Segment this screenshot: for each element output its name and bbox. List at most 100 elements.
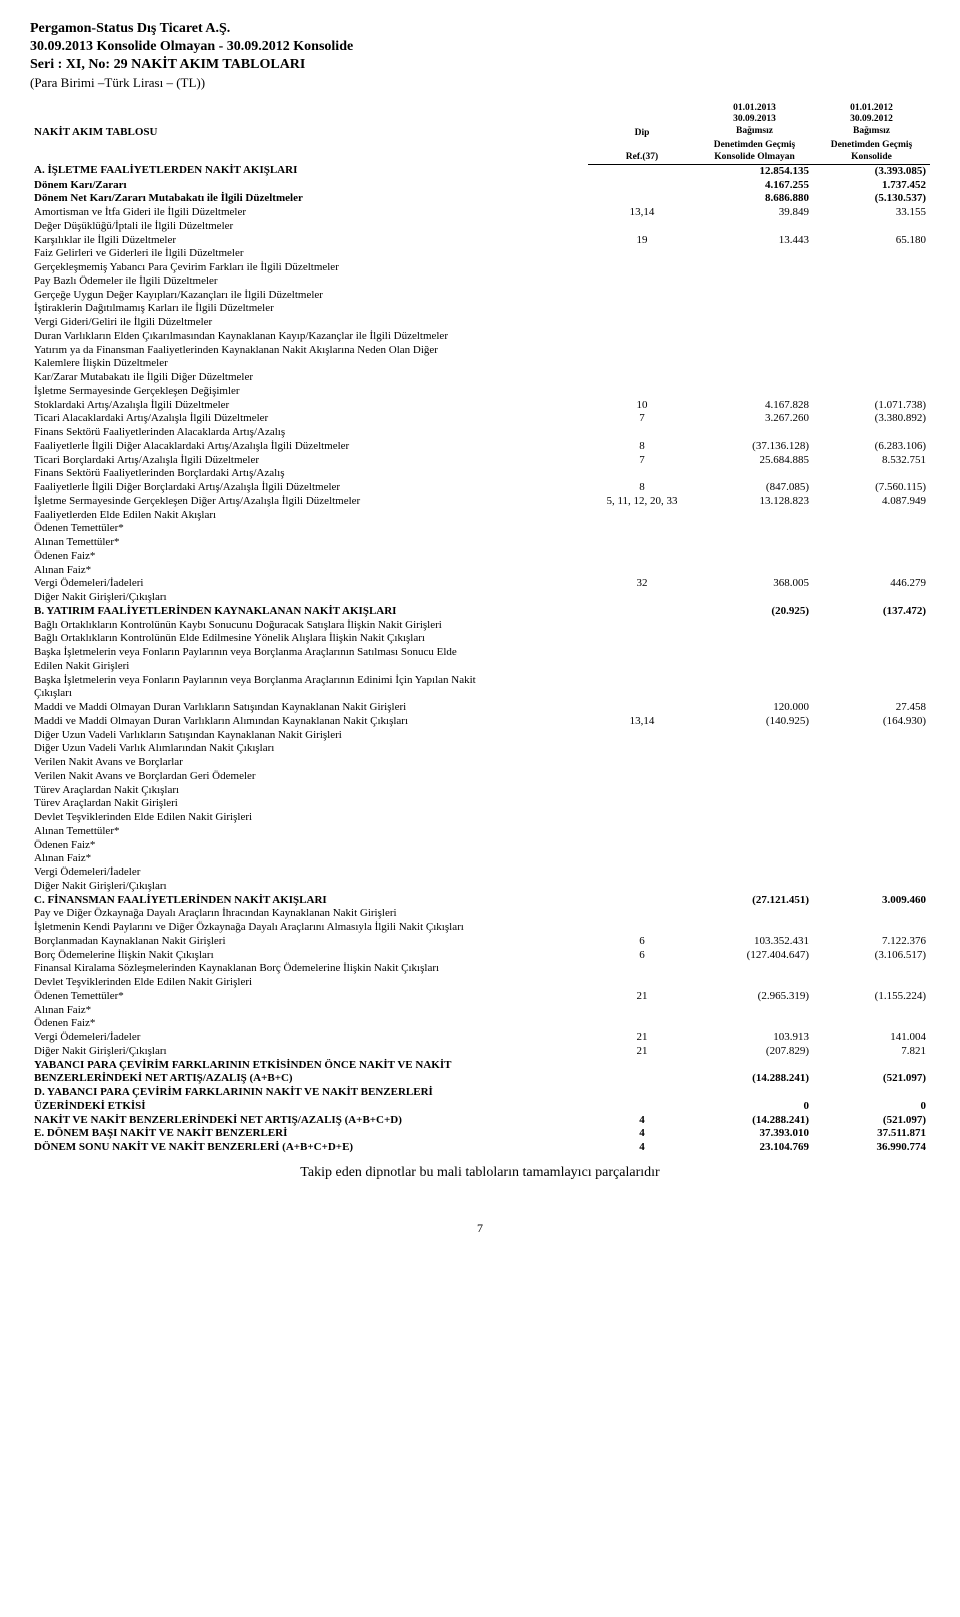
row-label: Ödenen Temettüler* (30, 522, 588, 536)
row-value-1: 4.167.255 (696, 179, 813, 193)
row-value-1: (847.085) (696, 481, 813, 495)
row-ref (588, 921, 696, 935)
row-value-1 (696, 536, 813, 550)
row-ref (588, 164, 696, 178)
row-ref (588, 247, 696, 261)
table-row: Verilen Nakit Avans ve Borçlarlar (30, 756, 930, 770)
row-value-2: 4.087.949 (813, 495, 930, 509)
row-label: Devlet Teşviklerinden Elde Edilen Nakit … (30, 976, 588, 990)
table-row: Başka İşletmelerin veya Fonların Payları… (30, 674, 930, 688)
row-value-2 (813, 371, 930, 385)
row-label: Diğer Nakit Girişleri/Çıkışları (30, 1045, 588, 1059)
row-value-1: 39.849 (696, 206, 813, 220)
row-value-2 (813, 426, 930, 440)
row-value-2 (813, 839, 930, 853)
row-value-2 (813, 674, 930, 688)
series-line: Seri : XI, No: 29 NAKİT AKIM TABLOLARI (30, 56, 930, 74)
row-value-1 (696, 330, 813, 344)
row-value-2 (813, 522, 930, 536)
table-row: Faaliyetlerle İlgili Diğer Alacaklardaki… (30, 440, 930, 454)
row-value-2 (813, 344, 930, 358)
row-value-2: 1.737.452 (813, 179, 930, 193)
row-value-1: 13.443 (696, 234, 813, 248)
row-label: Alınan Faiz* (30, 852, 588, 866)
row-ref (588, 770, 696, 784)
row-value-1 (696, 344, 813, 358)
table-row: Dönem Karı/Zararı4.167.2551.737.452 (30, 179, 930, 193)
row-ref (588, 1004, 696, 1018)
row-value-1: 103.352.431 (696, 935, 813, 949)
table-row: Diğer Nakit Girişleri/Çıkışları (30, 591, 930, 605)
row-label: Finansal Kiralama Sözleşmelerinden Kayna… (30, 962, 588, 976)
row-ref (588, 880, 696, 894)
row-ref (588, 330, 696, 344)
row-value-2: 141.004 (813, 1031, 930, 1045)
table-row: Pay ve Diğer Özkaynağa Dayalı Araçların … (30, 907, 930, 921)
row-value-2: (1.071.738) (813, 399, 930, 413)
row-value-2: (3.393.085) (813, 164, 930, 178)
row-ref (588, 632, 696, 646)
row-label: Vergi Ödemeleri/İadeler (30, 866, 588, 880)
table-row: Gerçeğe Uygun Değer Kayıpları/Kazançları… (30, 289, 930, 303)
row-value-1 (696, 852, 813, 866)
row-value-1 (696, 811, 813, 825)
row-label: Borç Ödemelerine İlişkin Nakit Çıkışları (30, 949, 588, 963)
row-value-1: (14.288.241) (696, 1114, 813, 1128)
row-value-2 (813, 921, 930, 935)
row-label: Ödenen Faiz* (30, 839, 588, 853)
row-ref (588, 509, 696, 523)
table-row: BENZERLERİNDEKİ NET ARTIŞ/AZALIŞ (A+B+C)… (30, 1072, 930, 1086)
row-ref (588, 344, 696, 358)
row-value-1 (696, 880, 813, 894)
row-label: Verilen Nakit Avans ve Borçlardan Geri Ö… (30, 770, 588, 784)
table-row: Diğer Nakit Girişleri/Çıkışları21(207.82… (30, 1045, 930, 1059)
row-value-2 (813, 646, 930, 660)
row-ref (588, 1059, 696, 1073)
row-value-1 (696, 976, 813, 990)
row-value-1: (14.288.241) (696, 1072, 813, 1086)
table-row: Devlet Teşviklerinden Elde Edilen Nakit … (30, 811, 930, 825)
col1-date-b: 30.09.2013 (696, 114, 813, 126)
row-value-2: 0 (813, 1100, 930, 1114)
row-label: Diğer Uzun Vadeli Varlıkların Satışından… (30, 729, 588, 743)
row-label: Bağlı Ortaklıkların Kontrolünün Kaybı So… (30, 619, 588, 633)
row-ref (588, 797, 696, 811)
row-value-2 (813, 316, 930, 330)
row-value-1 (696, 426, 813, 440)
row-ref (588, 302, 696, 316)
row-label: İştiraklerin Dağıtılmamış Karları ile İl… (30, 302, 588, 316)
col2-l1: Bağımsız (813, 126, 930, 140)
table-row: C. FİNANSMAN FAALİYETLERİNDEN NAKİT AKIŞ… (30, 894, 930, 908)
table-row: Maddi ve Maddi Olmayan Duran Varlıkların… (30, 701, 930, 715)
row-value-1 (696, 866, 813, 880)
table-row: Alınan Faiz* (30, 564, 930, 578)
table-row: Diğer Nakit Girişleri/Çıkışları (30, 880, 930, 894)
row-value-1 (696, 839, 813, 853)
row-ref: 5, 11, 12, 20, 33 (588, 495, 696, 509)
row-value-1 (696, 921, 813, 935)
row-ref: 8 (588, 481, 696, 495)
row-label: Alınan Temettüler* (30, 825, 588, 839)
row-label: ÜZERİNDEKİ ETKİSİ (30, 1100, 588, 1114)
table-row: Amortisman ve İtfa Gideri ile İlgili Düz… (30, 206, 930, 220)
table-row: Gerçekleşmemiş Yabancı Para Çevirim Fark… (30, 261, 930, 275)
row-value-2: 446.279 (813, 577, 930, 591)
table-row: Ticari Alacaklardaki Artış/Azalışla İlgi… (30, 412, 930, 426)
row-value-2 (813, 289, 930, 303)
table-row: Ödenen Faiz* (30, 839, 930, 853)
table-row: Ödenen Faiz* (30, 1017, 930, 1031)
row-value-2: 36.990.774 (813, 1141, 930, 1155)
row-value-2: 7.821 (813, 1045, 930, 1059)
row-label: Yatırım ya da Finansman Faaliyetlerinden… (30, 344, 588, 358)
col2-date-b: 30.09.2012 (813, 114, 930, 126)
row-ref (588, 1100, 696, 1114)
row-value-1 (696, 1059, 813, 1073)
row-label: Pay ve Diğer Özkaynağa Dayalı Araçların … (30, 907, 588, 921)
row-ref (588, 619, 696, 633)
row-value-2 (813, 536, 930, 550)
row-value-1: 103.913 (696, 1031, 813, 1045)
table-row: NAKİT VE NAKİT BENZERLERİNDEKİ NET ARTIŞ… (30, 1114, 930, 1128)
row-value-1 (696, 962, 813, 976)
row-label: Edilen Nakit Girişleri (30, 660, 588, 674)
col2-date-a: 01.01.2012 (813, 103, 930, 115)
